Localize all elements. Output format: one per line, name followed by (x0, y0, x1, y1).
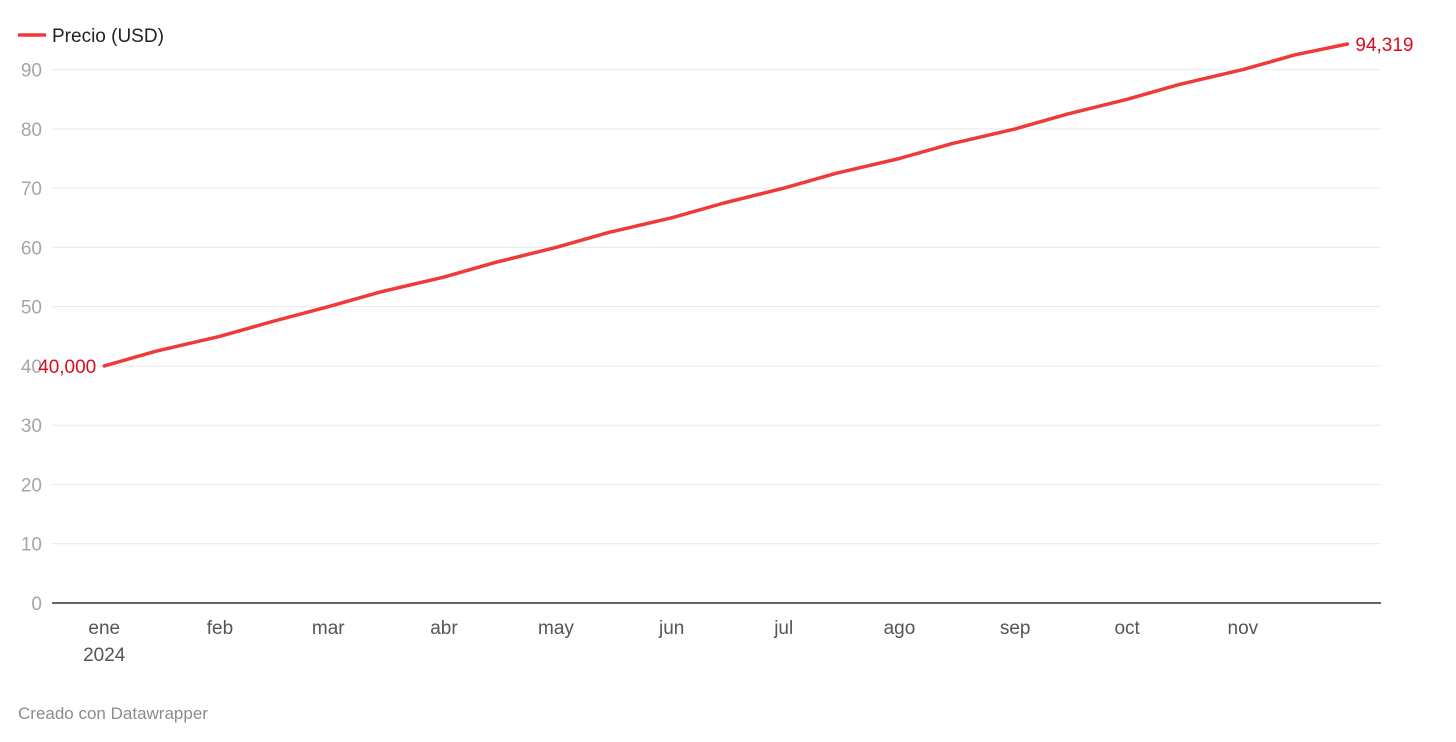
x-tick-label-may: may (538, 618, 574, 639)
y-tick-label-40: 40 (21, 357, 42, 378)
x-tick-label-mar: mar (312, 618, 345, 639)
footer-credit: Creado con Datawrapper (18, 704, 208, 723)
start-value-label: 40,000 (38, 357, 96, 378)
x-axis-ticks: ene 2024 feb mar abr may jun jul ago sep oct nov (83, 618, 1259, 666)
y-tick-label-60: 60 (21, 238, 42, 259)
x-tick-label-nov: nov (1228, 618, 1259, 639)
x-tick-sublabel-2024: 2024 (83, 645, 126, 666)
x-tick-label-oct: oct (1114, 618, 1140, 639)
y-tick-label-50: 50 (21, 298, 42, 319)
x-tick-label-ene: ene (88, 618, 120, 639)
series-line-precio (102, 42, 1350, 368)
x-tick-label-jun: jun (658, 618, 684, 639)
y-axis-ticks: 0 10 20 30 40 50 60 70 80 90 (21, 61, 42, 615)
x-tick-label-ago: ago (884, 618, 916, 639)
y-tick-label-10: 10 (21, 535, 42, 556)
y-tick-label-80: 80 (21, 120, 42, 141)
y-tick-label-20: 20 (21, 475, 42, 496)
end-value-label: 94,319 (1355, 35, 1413, 56)
legend-label: Precio (USD) (52, 26, 164, 47)
y-tick-label-90: 90 (21, 61, 42, 82)
x-tick-label-feb: feb (207, 618, 233, 639)
x-tick-label-jul: jul (773, 618, 793, 639)
x-tick-label-abr: abr (430, 618, 458, 639)
y-tick-label-30: 30 (21, 416, 42, 437)
x-tick-label-sep: sep (1000, 618, 1031, 639)
y-tick-label-70: 70 (21, 179, 42, 200)
y-tick-label-0: 0 (31, 594, 42, 615)
legend: Precio (USD) (18, 26, 164, 47)
gridlines (52, 69, 1381, 545)
